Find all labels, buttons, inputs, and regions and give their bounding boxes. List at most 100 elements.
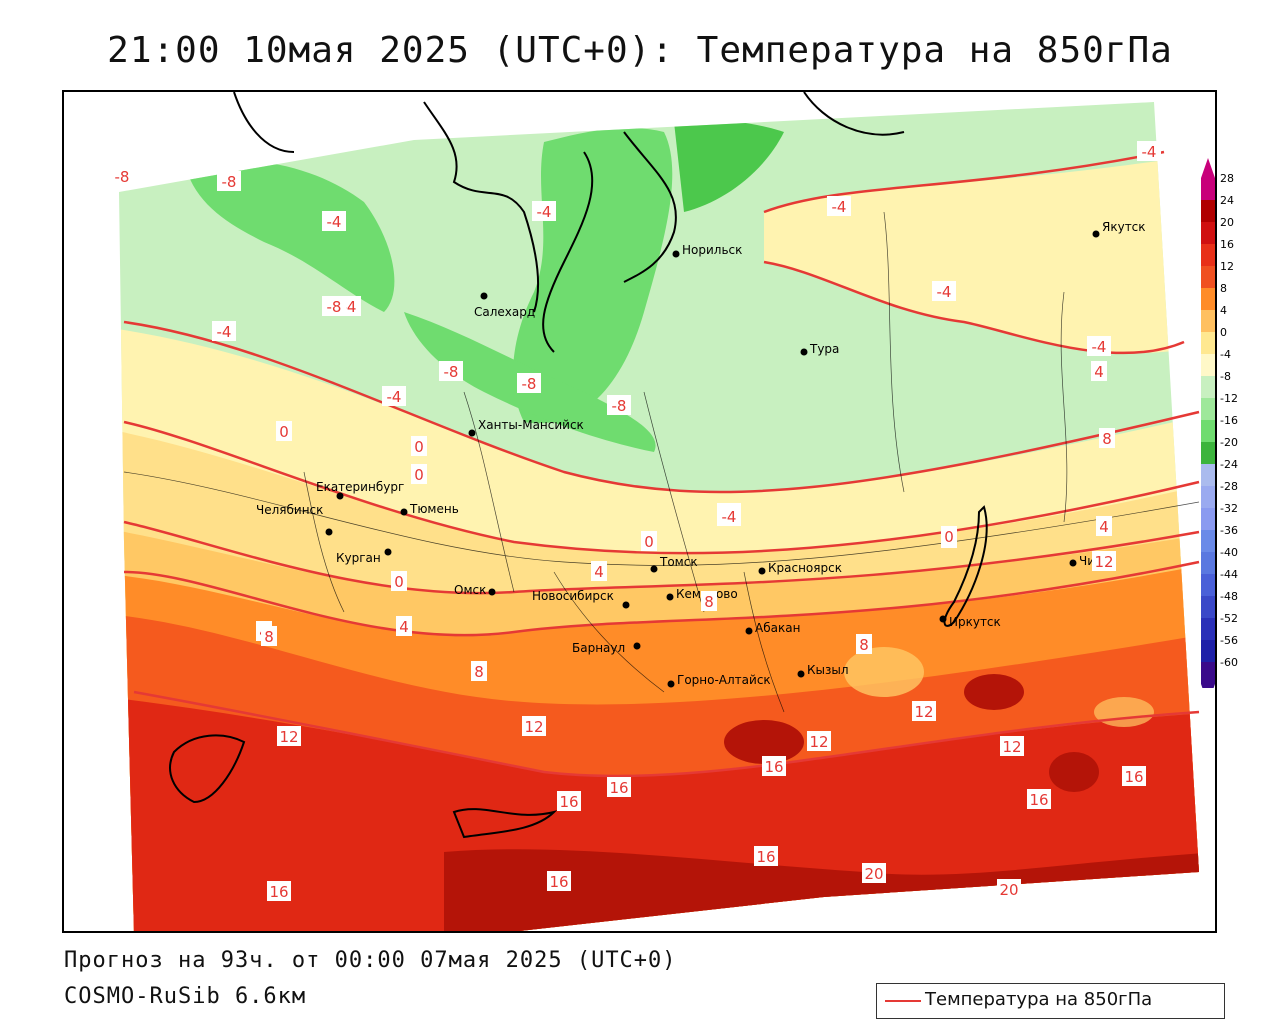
city-chelyabinsk: Челябинск	[256, 503, 333, 536]
city-norilsk: Норильск	[672, 243, 742, 258]
isotherm-label: -8	[217, 171, 241, 191]
colorbar-swatch	[1201, 376, 1215, 398]
isotherm-label: 20	[997, 879, 1021, 899]
isotherm-label: 20	[862, 863, 886, 883]
svg-text:-8: -8	[115, 168, 130, 186]
colorbar-swatch	[1201, 486, 1215, 508]
isotherm-label: -4	[827, 196, 851, 216]
colorbar-swatch	[1201, 574, 1215, 596]
model-info: COSMO-RuSib 6.6км	[64, 984, 307, 1009]
svg-text:0: 0	[414, 438, 424, 456]
svg-text:4: 4	[1099, 518, 1109, 536]
isotherm-label: 8	[701, 591, 717, 611]
isotherm-label: -4	[212, 321, 236, 341]
svg-text:-4: -4	[1142, 143, 1157, 161]
svg-text:-4: -4	[832, 198, 847, 216]
colorbar-tick-label: -36	[1220, 524, 1238, 537]
svg-text:16: 16	[269, 883, 288, 901]
isotherm-label: 12	[277, 726, 301, 746]
isotherm-label: -8	[517, 373, 541, 393]
colorbar-swatch	[1201, 552, 1215, 574]
svg-text:0: 0	[644, 533, 654, 551]
city-irkutsk: Иркутск	[939, 615, 1001, 629]
aral-sea	[169, 734, 246, 804]
colorbar-swatch	[1201, 222, 1215, 244]
svg-text:Норильск: Норильск	[682, 243, 742, 257]
svg-text:Салехард: Салехард	[474, 305, 535, 319]
svg-text:16: 16	[764, 758, 783, 776]
isotherm-label: -8	[110, 166, 134, 186]
colorbar-swatch	[1201, 420, 1215, 442]
svg-text:-4: -4	[387, 388, 402, 406]
svg-text:0: 0	[394, 573, 404, 591]
svg-text:16: 16	[756, 848, 775, 866]
isotherm-label: 4	[1096, 516, 1112, 536]
colorbar-tick-label: -60	[1220, 656, 1238, 669]
svg-text:20: 20	[999, 881, 1018, 899]
isotherm-label: 12	[807, 731, 831, 751]
colorbar-tick-label: 16	[1220, 238, 1234, 251]
svg-text:4: 4	[1094, 363, 1104, 381]
svg-text:-8: -8	[444, 363, 459, 381]
isotherm-label: 0	[641, 531, 657, 551]
colorbar-tick-label: -8	[1220, 370, 1231, 383]
isotherm-label: -8	[439, 361, 463, 381]
colorbar-swatch	[1201, 398, 1215, 420]
svg-text:4: 4	[399, 618, 409, 636]
isotherm-label: 4	[1091, 361, 1107, 381]
isotherm-label: 16	[1122, 766, 1146, 786]
city-gorno-altaysk: Горно-Алтайск	[667, 673, 771, 688]
hot-spot-3	[724, 720, 804, 764]
city-ekaterinburg: Екатеринбург	[316, 480, 404, 500]
colorbar-swatch	[1201, 662, 1215, 684]
city-kyzyl: Кызыл	[797, 663, 849, 678]
isotherm-label: -4	[932, 281, 956, 301]
isotherm-label: 16	[762, 756, 786, 776]
colorbar-tick-label: 20	[1220, 216, 1234, 229]
colorbar-tick-label: 4	[1220, 304, 1227, 317]
isotherm-label: -4	[322, 211, 346, 231]
colorbar-swatch	[1201, 530, 1215, 552]
svg-text:12: 12	[1094, 553, 1113, 571]
mountain-patch-1	[844, 647, 924, 697]
svg-text:8: 8	[474, 663, 484, 681]
isotherm-label: 12	[1092, 551, 1116, 571]
isotherm-label: 0	[276, 421, 292, 441]
isotherm-label: 4	[591, 561, 607, 581]
temperature-map: Норильск Якутск Салехард Тура Ханты-Манс…	[62, 90, 1217, 933]
hot-spot-2	[1049, 752, 1099, 792]
city-barnaul: Барнаул	[572, 641, 641, 655]
colorbar-swatch	[1201, 244, 1215, 266]
cold-patch-taimyr	[674, 120, 784, 212]
hot-spot-1	[964, 674, 1024, 710]
forecast-info: Прогноз на 93ч. от 00:00 07мая 2025 (UTC…	[64, 948, 677, 973]
svg-text:Абакан: Абакан	[755, 621, 800, 635]
svg-text:12: 12	[524, 718, 543, 736]
svg-text:16: 16	[1029, 791, 1048, 809]
colorbar-tick-label: 8	[1220, 282, 1227, 295]
svg-text:Барнаул: Барнаул	[572, 641, 625, 655]
mountain-patch-2	[1094, 697, 1154, 727]
isotherm-label: 8	[261, 626, 277, 646]
svg-text:Кызыл: Кызыл	[807, 663, 849, 677]
svg-text:Якутск: Якутск	[1102, 220, 1146, 234]
svg-text:-8: -8	[327, 298, 342, 316]
legend-line-swatch	[885, 1000, 921, 1002]
isotherm-label: 16	[267, 881, 291, 901]
colorbar-swatch	[1201, 618, 1215, 640]
isotherm-label: 16	[607, 777, 631, 797]
colorbar-swatch	[1201, 508, 1215, 530]
isotherm-label: -4	[532, 201, 556, 221]
colorbar-tick-label: -24	[1220, 458, 1238, 471]
isotherm-label: 4	[396, 616, 412, 636]
isotherm-label: 12	[1000, 736, 1024, 756]
svg-text:-4: -4	[217, 323, 232, 341]
isotherm-label: 16	[754, 846, 778, 866]
colorbar-tick-label: -40	[1220, 546, 1238, 559]
svg-text:-8: -8	[612, 397, 627, 415]
isotherm-label: -4	[1137, 141, 1161, 161]
colorbar-arrow-bottom	[1201, 684, 1215, 704]
city-abakan: Абакан	[745, 621, 800, 635]
isotherm-label: 0	[411, 436, 427, 456]
colorbar-swatch	[1201, 596, 1215, 618]
